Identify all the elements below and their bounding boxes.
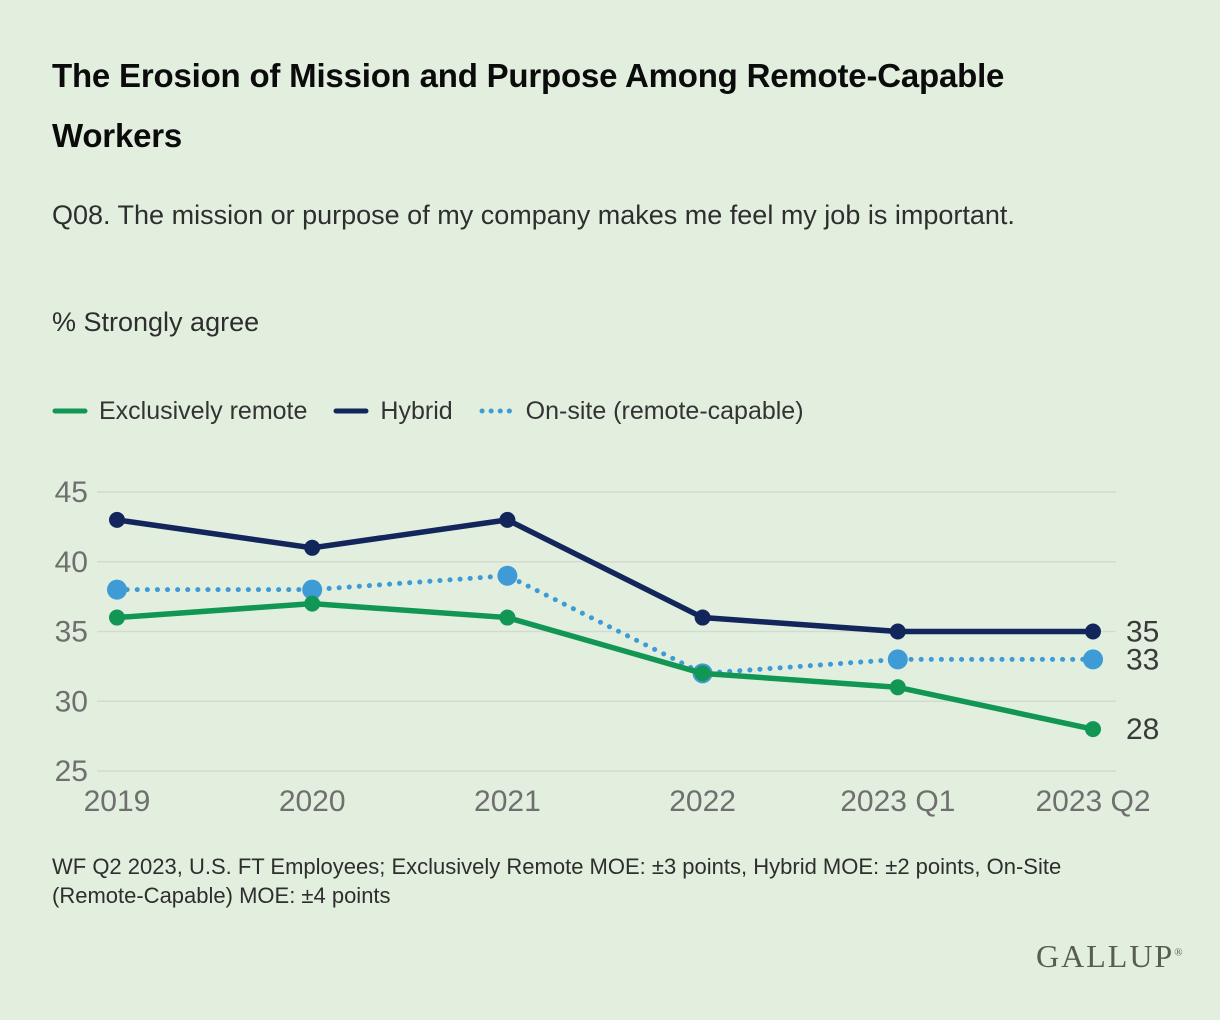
series-line — [116, 600, 1094, 732]
legend-item-on-site: On-site (remote-capable) — [479, 397, 804, 426]
x-tick-label: 2020 — [279, 785, 346, 818]
data-point — [1085, 623, 1101, 640]
legend-item-hybrid: Hybrid — [333, 396, 453, 426]
data-point — [497, 565, 518, 586]
data-point — [304, 539, 321, 556]
x-axis-labels: 2019 2020 2021 2022 2023 Q1 2023 Q2 — [84, 785, 1151, 818]
data-point — [889, 679, 906, 696]
y-tick-label: 35 — [55, 616, 88, 649]
metric-label: % Strongly agree — [52, 307, 260, 337]
data-point — [887, 649, 908, 670]
legend-label: On-site (remote-capable) — [525, 396, 804, 425]
survey-question: Q08. The mission or purpose of my compan… — [52, 200, 1015, 230]
gallup-logo: GALLUP® — [1036, 938, 1183, 975]
series-end-label: 33 — [1126, 643, 1159, 676]
gridlines — [97, 491, 1116, 772]
y-tick-label: 30 — [55, 685, 88, 718]
data-point — [304, 595, 321, 612]
legend-swatch-green-solid-icon — [52, 406, 88, 416]
x-tick-label: 2023 Q1 — [840, 785, 955, 818]
data-point — [302, 579, 323, 600]
x-tick-label: 2021 — [474, 785, 541, 818]
legend-item-exclusively-remote: Exclusively remote — [52, 397, 307, 426]
legend-swatch-blue-dotted-icon — [479, 406, 515, 416]
x-tick-label: 2023 Q2 — [1035, 785, 1150, 818]
y-tick-label: 45 — [55, 476, 88, 509]
x-tick-label: 2022 — [669, 785, 736, 818]
series-on-site-remote-capable: 33 — [107, 565, 1159, 684]
series-end-label: 35 — [1126, 616, 1159, 649]
x-tick-label: 2019 — [84, 785, 151, 818]
data-point — [499, 511, 516, 528]
data-point — [694, 665, 711, 682]
chart-legend: Exclusively remote Hybrid On-site (remot… — [52, 396, 804, 426]
series-exclusively-remote: 28 — [109, 595, 1159, 746]
data-point — [1083, 649, 1103, 670]
data-point — [889, 623, 906, 640]
legend-swatch-navy-solid-icon — [333, 406, 369, 416]
data-point — [694, 609, 711, 626]
data-point — [1085, 721, 1101, 738]
data-point — [109, 511, 125, 528]
footnote: WF Q2 2023, U.S. FT Employees; Exclusive… — [52, 854, 1062, 908]
legend-label: Exclusively remote — [99, 396, 308, 425]
data-point — [109, 609, 125, 626]
y-tick-label: 40 — [55, 546, 88, 579]
data-point — [499, 609, 516, 626]
page-title: The Erosion of Mission and Purpose Among… — [52, 57, 1005, 154]
y-axis-labels: 25 30 35 40 45 — [55, 476, 88, 788]
series-line — [114, 573, 1096, 676]
y-tick-label: 25 — [55, 755, 88, 788]
registered-trademark-icon: ® — [1174, 946, 1183, 959]
gallup-logo-text: GALLUP — [1036, 938, 1175, 974]
series-line — [116, 517, 1093, 635]
series-hybrid: 35 — [109, 511, 1159, 649]
data-point — [107, 579, 127, 600]
series-end-label: 28 — [1126, 713, 1159, 746]
line-chart-svg: 25 30 35 40 45 2019 2020 2021 2022 2023 Q1 2023 Q2… — [55, 476, 1160, 818]
legend-label: Hybrid — [380, 396, 453, 425]
